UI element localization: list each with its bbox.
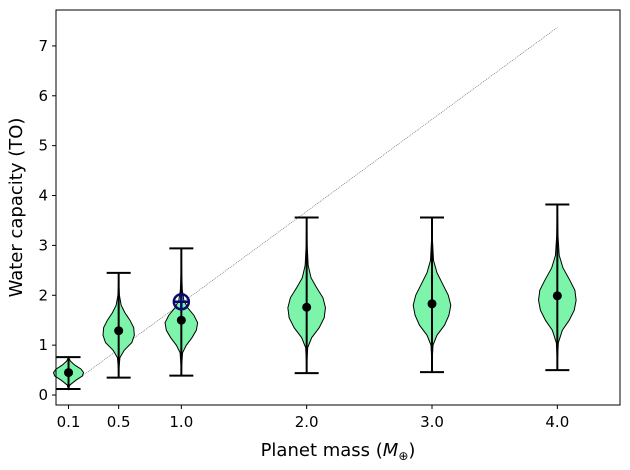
x-tick-label: 2.0 (295, 413, 319, 431)
x-axis-label: Planet mass (M⊕) (261, 440, 416, 463)
violin-median-point (64, 368, 74, 378)
y-tick-label: 0 (38, 386, 48, 404)
x-tick-label: 3.0 (420, 413, 444, 431)
x-axis: 0.1 0.5 1.0 2.0 3.0 4.0 (57, 405, 569, 431)
violin-median-point (176, 315, 186, 325)
x-axis-label-prefix: Planet mass ( (261, 440, 383, 461)
y-tick-label: 6 (38, 87, 48, 105)
y-tick-label: 5 (38, 137, 48, 155)
x-tick-label: 0.1 (57, 413, 81, 431)
y-tick-label: 1 (38, 336, 48, 354)
x-axis-label-symbol: M (383, 440, 399, 461)
x-axis-label-suffix: ) (408, 440, 415, 461)
plot-area (52, 27, 577, 391)
violin-median-point (427, 299, 437, 309)
violin-median-point (552, 291, 562, 301)
y-axis-label: Water capacity (TO) (6, 118, 27, 298)
plot-frame (55, 9, 621, 406)
y-tick-label: 3 (38, 236, 48, 254)
y-tick-label: 4 (38, 187, 48, 205)
y-axis: 0 1 2 3 4 5 6 7 (38, 37, 56, 404)
y-tick-label: 2 (38, 286, 48, 304)
x-tick-label: 4.0 (545, 413, 569, 431)
earth-marker-icon (172, 293, 191, 311)
violin-median-point (302, 302, 312, 312)
x-tick-label: 0.5 (107, 413, 131, 431)
x-tick-label: 1.0 (169, 413, 193, 431)
violin-median-point (114, 326, 124, 336)
y-tick-label: 7 (38, 37, 48, 55)
x-axis-label-subscript: ⊕ (398, 449, 408, 463)
